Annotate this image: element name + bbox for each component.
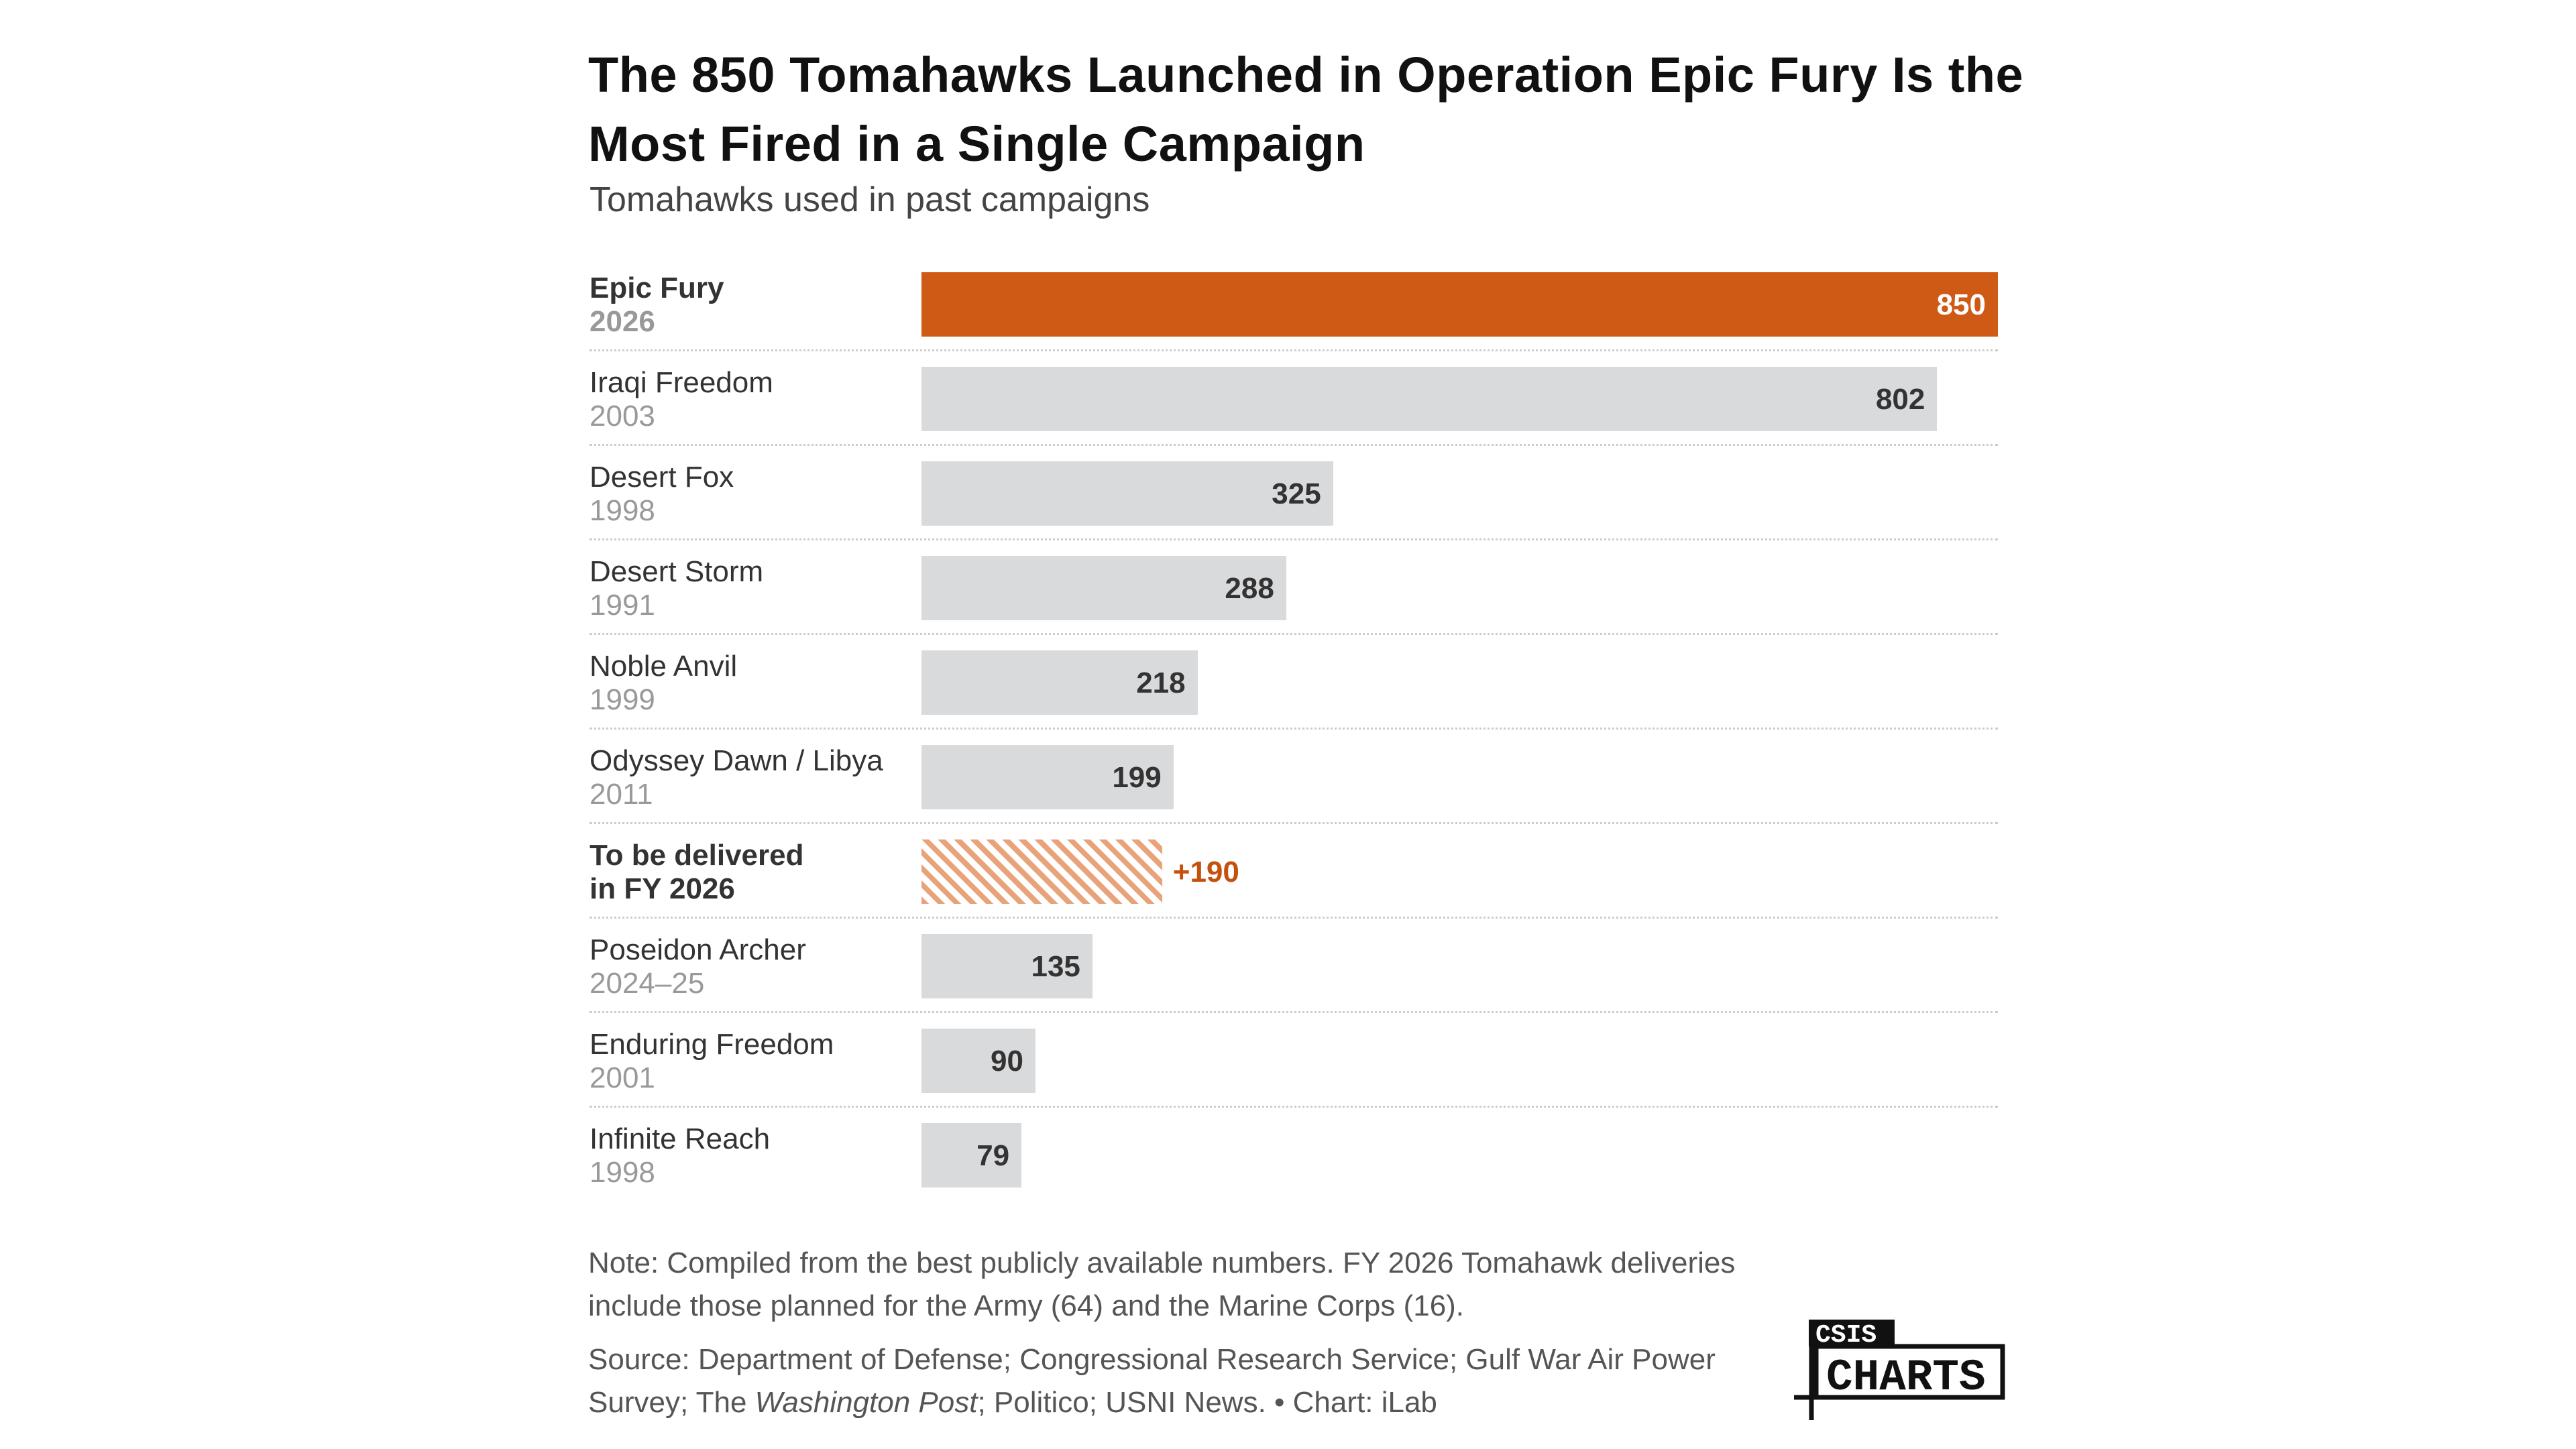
campaign-name: Enduring Freedom: [590, 1028, 834, 1061]
bar-row: Infinite Reach 1998 79: [590, 1108, 1998, 1202]
category-label: To be delivered in FY 2026: [590, 839, 804, 906]
bar-row: Odyssey Dawn / Libya 2011 199: [590, 730, 1998, 824]
category-label: Noble Anvil 1999: [590, 650, 737, 717]
category-label: Desert Fox 1998: [590, 461, 734, 528]
campaign-name: Odyssey Dawn / Libya: [590, 744, 883, 777]
bar-row: Enduring Freedom 2001 90: [590, 1013, 1998, 1108]
category-label: Desert Storm 1991: [590, 555, 763, 622]
value-label: 90: [990, 1045, 1023, 1078]
campaign-name: Epic Fury: [590, 272, 724, 304]
hatched-bar: [921, 839, 1162, 904]
logo-bottom-text: CHARTS: [1826, 1352, 1986, 1403]
value-label: 802: [1875, 383, 1925, 416]
source-text-end: ; Politico; USNI News. • Chart: iLab: [977, 1386, 1437, 1419]
bar: 288: [921, 556, 1286, 620]
campaign-year: 2024–25: [590, 967, 705, 1000]
category-label: Infinite Reach 1998: [590, 1122, 770, 1190]
value-label: 850: [1936, 288, 1986, 321]
value-label: 199: [1112, 761, 1162, 794]
campaign-year: in FY 2026: [590, 872, 735, 905]
chart-title: The 850 Tomahawks Launched in Operation …: [588, 47, 2024, 172]
campaign-name: Poseidon Archer: [590, 933, 806, 966]
bar: 802: [921, 367, 1938, 431]
chart-source: Source: Department of Defense; Congressi…: [588, 1338, 1795, 1424]
campaign-name: Desert Fox: [590, 461, 734, 494]
campaign-year: 1991: [590, 589, 655, 622]
source-italic: Washington Post: [754, 1386, 978, 1419]
campaign-name: Desert Storm: [590, 555, 764, 588]
chart-subtitle: Tomahawks used in past campaigns: [590, 180, 1150, 219]
campaign-year: 1998: [590, 494, 655, 527]
chart-note: Note: Compiled from the best publicly av…: [588, 1247, 1736, 1322]
campaign-year: 2003: [590, 400, 655, 432]
bar-row: Desert Fox 1998 325: [590, 446, 1998, 540]
campaign-year: 1999: [590, 683, 655, 716]
value-label: 79: [976, 1139, 1010, 1172]
value-label: +190: [1172, 856, 1239, 888]
campaign-year: 2001: [590, 1061, 655, 1094]
campaign-name: Infinite Reach: [590, 1122, 771, 1155]
bar-row: Desert Storm 1991 288: [590, 540, 1998, 635]
bar: 135: [921, 934, 1093, 998]
category-label: Poseidon Archer 2024–25: [590, 933, 806, 1000]
campaign-year: 2026: [590, 305, 655, 338]
category-label: Odyssey Dawn / Libya 2011: [590, 744, 883, 811]
campaign-name: Noble Anvil: [590, 650, 738, 683]
campaign-year: 1998: [590, 1156, 655, 1189]
bar: 90: [921, 1029, 1035, 1093]
value-label: 135: [1031, 950, 1080, 983]
value-label: 288: [1225, 572, 1274, 605]
bar-row: To be delivered in FY 2026 +190: [590, 824, 1998, 919]
bar: 218: [921, 650, 1198, 715]
category-label: Enduring Freedom 2001: [590, 1028, 834, 1095]
bar: 850: [921, 272, 1998, 337]
value-label: 325: [1272, 477, 1321, 510]
campaign-name: Iraqi Freedom: [590, 366, 773, 399]
campaign-year: 2011: [590, 778, 653, 811]
bar-chart: Epic Fury 2026 850 Iraqi Freedom 2003 802 Dese…: [590, 257, 1998, 1202]
csis-charts-logo: CSIS CHARTS: [1794, 1320, 2005, 1420]
bar: 199: [921, 745, 1174, 809]
category-label: Iraqi Freedom 2003: [590, 366, 773, 433]
bar-row: Poseidon Archer 2024–25 135: [590, 919, 1998, 1013]
bar-row: Epic Fury 2026 850: [590, 257, 1998, 351]
value-label: 218: [1136, 666, 1186, 699]
bar-row: Noble Anvil 1999 218: [590, 635, 1998, 730]
campaign-name: To be delivered: [590, 839, 804, 872]
source-text: Source: Department of Defense; Congressi…: [588, 1343, 1716, 1419]
bar: 79: [921, 1123, 1022, 1187]
bar-row: Iraqi Freedom 2003 802: [590, 351, 1998, 446]
bar: 325: [921, 461, 1333, 526]
category-label: Epic Fury 2026: [590, 272, 724, 339]
